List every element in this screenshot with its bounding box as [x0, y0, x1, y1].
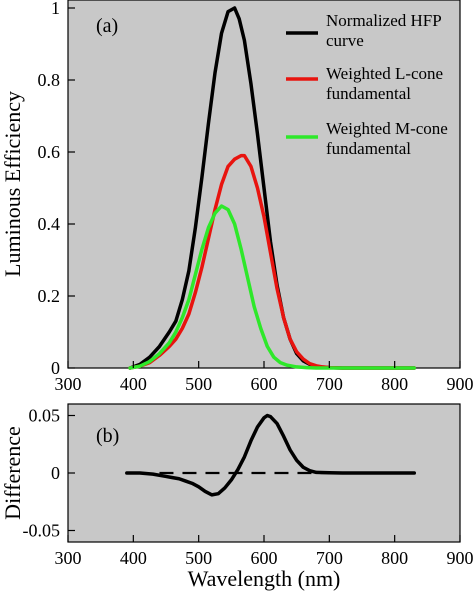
panel-a-label: (a): [96, 15, 118, 37]
legend-label-mcone-line1: Weighted M-cone: [326, 119, 448, 138]
panel-a-ticks: 300 400 500 600 700 800 900 0 0.2 0.4 0.6 0.8 1: [38, 0, 474, 394]
panel-a-xtick-label: 700: [316, 374, 343, 394]
panel-a-ytick-label: 0: [51, 358, 60, 378]
panel-b-ticks: 300 400 500 600 700 800 900 -0.05 0 0.05: [23, 406, 474, 569]
panel-a-xtick-label: 400: [120, 374, 147, 394]
panel-b-ylabel: Difference: [0, 426, 25, 520]
panel-a-ytick-label: 0.4: [38, 214, 61, 234]
x-axis-title: Wavelength (nm): [188, 566, 341, 591]
panel-b-xtick-label: 400: [120, 548, 147, 568]
panel-a-ytick-label: 0.8: [38, 70, 61, 90]
panel-b: 300 400 500 600 700 800 900 -0.05 0 0.05 (b) Diff…: [0, 403, 474, 591]
panel-a-ytick-label: 0.6: [38, 142, 61, 162]
panel-b-ytick-label: 0.05: [29, 406, 61, 426]
panel-a-line-weighted-m-cone-fundamental: [128, 204, 417, 370]
panel-b-series-group: [125, 413, 417, 497]
panel-a-series-group: [128, 6, 417, 370]
panel-b-xtick-label: 900: [447, 548, 474, 568]
panel-a-ytick-label: 0.2: [38, 286, 61, 306]
panel-b-xtick-label: 800: [381, 548, 408, 568]
panel-a-xtick-label: 300: [55, 374, 82, 394]
panel-b-xtick-label: 600: [251, 548, 278, 568]
legend: Normalized HFP curve Weighted L-cone fun…: [286, 11, 448, 158]
panel-a-xtick-label: 800: [381, 374, 408, 394]
legend-label-mcone-line2: fundamental: [326, 139, 411, 158]
panel-b-ytick-label: -0.05: [23, 521, 61, 541]
legend-label-hfp-line2: curve: [326, 31, 364, 50]
panel-a-xtick-label: 900: [447, 374, 474, 394]
panel-b-xtick-label: 700: [316, 548, 343, 568]
panel-a-ylabel: Luminous Efficiency: [0, 91, 25, 277]
legend-label-lcone-line2: fundamental: [326, 84, 411, 103]
panel-a-xtick-label: 500: [185, 374, 212, 394]
panel-b-xtick-label: 300: [55, 548, 82, 568]
panel-b-label: (b): [96, 425, 119, 447]
panel-a-ytick-label: 1: [51, 0, 60, 18]
panel-b-line-series-0: [125, 413, 417, 497]
legend-label-hfp-line1: Normalized HFP: [326, 11, 442, 30]
panel-a-xtick-label: 600: [251, 374, 278, 394]
panel-b-ytick-label: 0: [51, 463, 60, 483]
panel-b-xtick-label: 500: [185, 548, 212, 568]
legend-label-lcone-line1: Weighted L-cone: [326, 64, 443, 83]
